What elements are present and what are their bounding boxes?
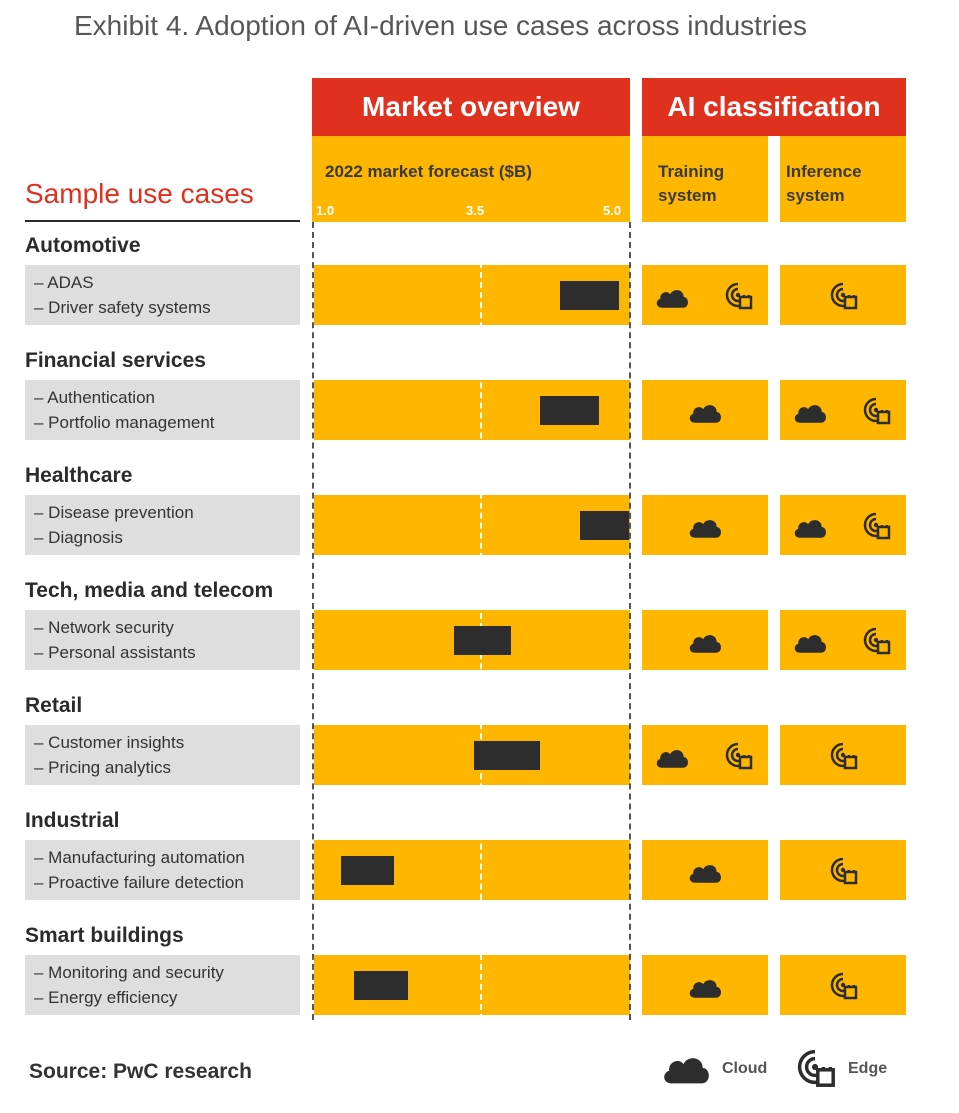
- use-case-item: – Disease prevention: [34, 503, 194, 522]
- cloud-icon: [792, 629, 828, 660]
- forecast-range-bar: [354, 971, 408, 1000]
- inference-cell: [780, 955, 906, 1015]
- forecast-range-bar: [559, 281, 620, 310]
- legend-edge-icon: [794, 1046, 836, 1088]
- edge-icon: [828, 740, 858, 775]
- cloud-icon: [687, 859, 723, 890]
- inference-cell: [780, 725, 906, 785]
- axis-mid-dashed-line: [480, 222, 482, 1020]
- training-header: Training system: [658, 160, 724, 208]
- use-case-item: – Personal assistants: [34, 643, 196, 662]
- sample-use-cases-title: Sample use cases: [25, 178, 254, 209]
- use-case-box: – Monitoring and security – Energy effici…: [25, 955, 300, 1015]
- category-label: Automotive: [25, 234, 141, 257]
- use-case-item: – Customer insights: [34, 733, 185, 752]
- use-case-box: – Customer insights – Pricing analytics: [25, 725, 300, 785]
- category-label: Retail: [25, 694, 83, 717]
- edge-icon: [828, 280, 858, 315]
- ai-classification-header: AI classification: [642, 78, 906, 136]
- edge-icon: [828, 855, 858, 890]
- forecast-range-bar: [540, 396, 600, 425]
- training-cell: [642, 840, 768, 900]
- source-note: Source: PwC research: [29, 1060, 252, 1083]
- category-label: Smart buildings: [25, 924, 184, 947]
- inference-header-line1: Inference: [786, 162, 862, 181]
- use-case-item: – Portfolio management: [34, 413, 215, 432]
- inference-cell: [780, 840, 906, 900]
- edge-icon: [723, 740, 753, 775]
- forecast-axis-label: 2022 market forecast ($B): [325, 162, 532, 181]
- training-header-band: [642, 136, 768, 222]
- forecast-band: [314, 495, 630, 555]
- inference-cell: [780, 380, 906, 440]
- market-overview-header: Market overview: [312, 78, 630, 136]
- cloud-icon: [687, 514, 723, 545]
- tick-label-2: 3.5: [466, 203, 485, 218]
- use-case-box: – Disease prevention – Diagnosis: [25, 495, 300, 555]
- inference-cell: [780, 265, 906, 325]
- cloud-icon: [792, 514, 828, 545]
- forecast-range-bar: [474, 741, 541, 770]
- cloud-icon: [687, 974, 723, 1005]
- legend-edge-label: Edge: [848, 1060, 888, 1077]
- edge-icon: [861, 395, 891, 430]
- use-case-item: – Energy efficiency: [34, 988, 178, 1007]
- tick-label-1: 1.0: [316, 203, 335, 218]
- inference-header: Inference system: [786, 160, 862, 208]
- cloud-icon: [792, 399, 828, 430]
- use-case-box: – Manufacturing automation – Proactive fa…: [25, 840, 300, 900]
- inference-cell: [780, 610, 906, 670]
- use-case-item: – ADAS: [34, 273, 94, 292]
- edge-icon: [861, 510, 891, 545]
- use-case-item: – Authentication: [34, 388, 155, 407]
- axis-right-dashed-line: [629, 222, 631, 1020]
- training-header-line1: Training: [658, 162, 725, 181]
- use-case-item: – Monitoring and security: [34, 963, 224, 982]
- use-case-item: – Diagnosis: [34, 528, 123, 547]
- use-case-box: – Network security – Personal assistants: [25, 610, 300, 670]
- forecast-range-bar: [454, 626, 511, 655]
- inference-header-line2: system: [786, 186, 845, 205]
- legend-cloud-icon: [660, 1050, 712, 1086]
- forecast-header-band: [312, 136, 630, 222]
- inference-header-band: [780, 136, 906, 222]
- training-cell: [642, 610, 768, 670]
- category-label: Industrial: [25, 809, 120, 832]
- cloud-icon: [687, 399, 723, 430]
- training-cell: [642, 725, 768, 785]
- inference-cell: [780, 495, 906, 555]
- forecast-range-bar: [579, 511, 629, 540]
- forecast-range-bar: [340, 856, 395, 885]
- use-case-box: – Authentication – Portfolio management: [25, 380, 300, 440]
- category-label: Tech, media and telecom: [25, 579, 274, 602]
- sample-use-cases-rule: [25, 220, 300, 222]
- use-case-item: – Network security: [34, 618, 174, 637]
- training-cell: [642, 495, 768, 555]
- cloud-icon: [654, 284, 690, 315]
- training-cell: [642, 265, 768, 325]
- category-label: Financial services: [25, 349, 206, 372]
- legend-cloud-label: Cloud: [722, 1060, 768, 1077]
- edge-icon: [723, 280, 753, 315]
- axis-left-dashed-line: [312, 222, 314, 1020]
- use-case-item: – Driver safety systems: [34, 298, 211, 317]
- edge-icon: [828, 970, 858, 1005]
- forecast-band: [314, 725, 630, 785]
- training-cell: [642, 380, 768, 440]
- edge-icon: [861, 625, 891, 660]
- use-case-box: – ADAS – Driver safety systems: [25, 265, 300, 325]
- tick-label-3: 5.0: [603, 203, 622, 218]
- category-label: Healthcare: [25, 464, 133, 487]
- use-case-item: – Pricing analytics: [34, 758, 172, 777]
- cloud-icon: [654, 744, 690, 775]
- training-cell: [642, 955, 768, 1015]
- use-case-item: – Manufacturing automation: [34, 848, 245, 867]
- use-case-item: – Proactive failure detection: [34, 873, 244, 892]
- cloud-icon: [687, 629, 723, 660]
- chart-title: Exhibit 4. Adoption of AI-driven use cas…: [74, 10, 808, 41]
- training-header-line2: system: [658, 186, 717, 205]
